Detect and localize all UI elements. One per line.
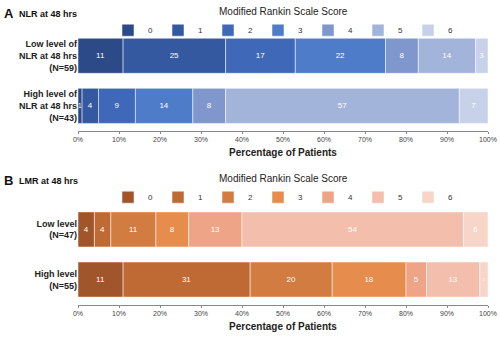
svg-text:9: 9 <box>114 101 119 110</box>
svg-text:2: 2 <box>248 193 253 202</box>
svg-text:17: 17 <box>256 51 265 60</box>
svg-text:90%: 90% <box>440 136 454 143</box>
svg-text:5: 5 <box>398 26 403 35</box>
svg-text:2: 2 <box>483 278 485 282</box>
svg-text:57: 57 <box>338 101 347 110</box>
svg-text:11: 11 <box>96 51 105 60</box>
svg-text:0%: 0% <box>73 310 83 317</box>
svg-text:80%: 80% <box>399 136 413 143</box>
svg-text:1: 1 <box>198 193 203 202</box>
svg-text:50%: 50% <box>276 310 290 317</box>
svg-text:90%: 90% <box>440 310 454 317</box>
svg-text:20%: 20% <box>153 310 167 317</box>
svg-text:7: 7 <box>471 101 476 110</box>
svg-text:LMR at 48 hrs: LMR at 48 hrs <box>19 176 78 186</box>
svg-text:4: 4 <box>84 225 89 234</box>
svg-text:18: 18 <box>364 275 373 284</box>
svg-text:6: 6 <box>473 225 478 234</box>
svg-text:10%: 10% <box>112 310 126 317</box>
svg-text:20: 20 <box>286 275 295 284</box>
svg-text:0: 0 <box>148 193 153 202</box>
svg-text:14: 14 <box>159 101 168 110</box>
svg-text:54: 54 <box>348 225 357 234</box>
svg-text:5: 5 <box>414 275 419 284</box>
svg-text:100%: 100% <box>479 136 497 143</box>
svg-text:Modified Rankin Scale Score: Modified Rankin Scale Score <box>219 6 348 17</box>
svg-text:25: 25 <box>170 51 179 60</box>
svg-text:Percentage of Patients: Percentage of Patients <box>229 321 337 332</box>
svg-text:4: 4 <box>100 225 105 234</box>
svg-text:3: 3 <box>298 193 303 202</box>
svg-text:Percentage of Patients: Percentage of Patients <box>229 147 337 158</box>
svg-text:50%: 50% <box>276 136 290 143</box>
svg-text:4: 4 <box>348 26 353 35</box>
svg-text:30%: 30% <box>194 310 208 317</box>
svg-text:6: 6 <box>448 26 453 35</box>
svg-text:31: 31 <box>182 275 191 284</box>
svg-text:High level(N=55): High level(N=55) <box>34 269 77 291</box>
svg-text:40%: 40% <box>235 136 249 143</box>
svg-text:A: A <box>4 6 14 21</box>
svg-text:8: 8 <box>170 225 175 234</box>
svg-text:13: 13 <box>211 225 220 234</box>
svg-text:40%: 40% <box>235 310 249 317</box>
svg-text:11: 11 <box>129 225 138 234</box>
svg-text:6: 6 <box>448 193 453 202</box>
svg-text:70%: 70% <box>358 136 372 143</box>
svg-text:2: 2 <box>248 26 253 35</box>
svg-text:8: 8 <box>207 101 212 110</box>
svg-text:Low level ofNLR at 48 hrs(N=59: Low level ofNLR at 48 hrs(N=59) <box>19 39 78 72</box>
svg-text:NLR at 48 hrs: NLR at 48 hrs <box>19 9 77 19</box>
svg-text:1: 1 <box>198 26 203 35</box>
svg-text:11: 11 <box>96 275 105 284</box>
svg-text:60%: 60% <box>317 310 331 317</box>
svg-text:80%: 80% <box>399 310 413 317</box>
svg-text:3: 3 <box>298 26 303 35</box>
svg-text:Low level(N=47): Low level(N=47) <box>36 219 77 241</box>
svg-text:5: 5 <box>398 193 403 202</box>
svg-text:14: 14 <box>442 51 451 60</box>
svg-text:8: 8 <box>399 51 404 60</box>
svg-text:4: 4 <box>348 193 353 202</box>
svg-text:B: B <box>4 173 13 188</box>
svg-text:30%: 30% <box>194 136 208 143</box>
svg-text:Modified Rankin Scale Score: Modified Rankin Scale Score <box>219 173 348 184</box>
svg-text:10%: 10% <box>112 136 126 143</box>
svg-text:60%: 60% <box>317 136 331 143</box>
svg-text:20%: 20% <box>153 136 167 143</box>
svg-text:13: 13 <box>448 275 457 284</box>
svg-text:0: 0 <box>148 26 153 35</box>
svg-text:0%: 0% <box>73 136 83 143</box>
svg-text:4: 4 <box>88 101 93 110</box>
svg-text:High level ofNLR at 48 hrs(N=4: High level ofNLR at 48 hrs(N=43) <box>19 89 78 122</box>
svg-text:3: 3 <box>479 51 484 60</box>
svg-text:22: 22 <box>336 51 345 60</box>
svg-text:1: 1 <box>78 102 82 109</box>
svg-text:70%: 70% <box>358 310 372 317</box>
svg-text:100%: 100% <box>479 310 497 317</box>
